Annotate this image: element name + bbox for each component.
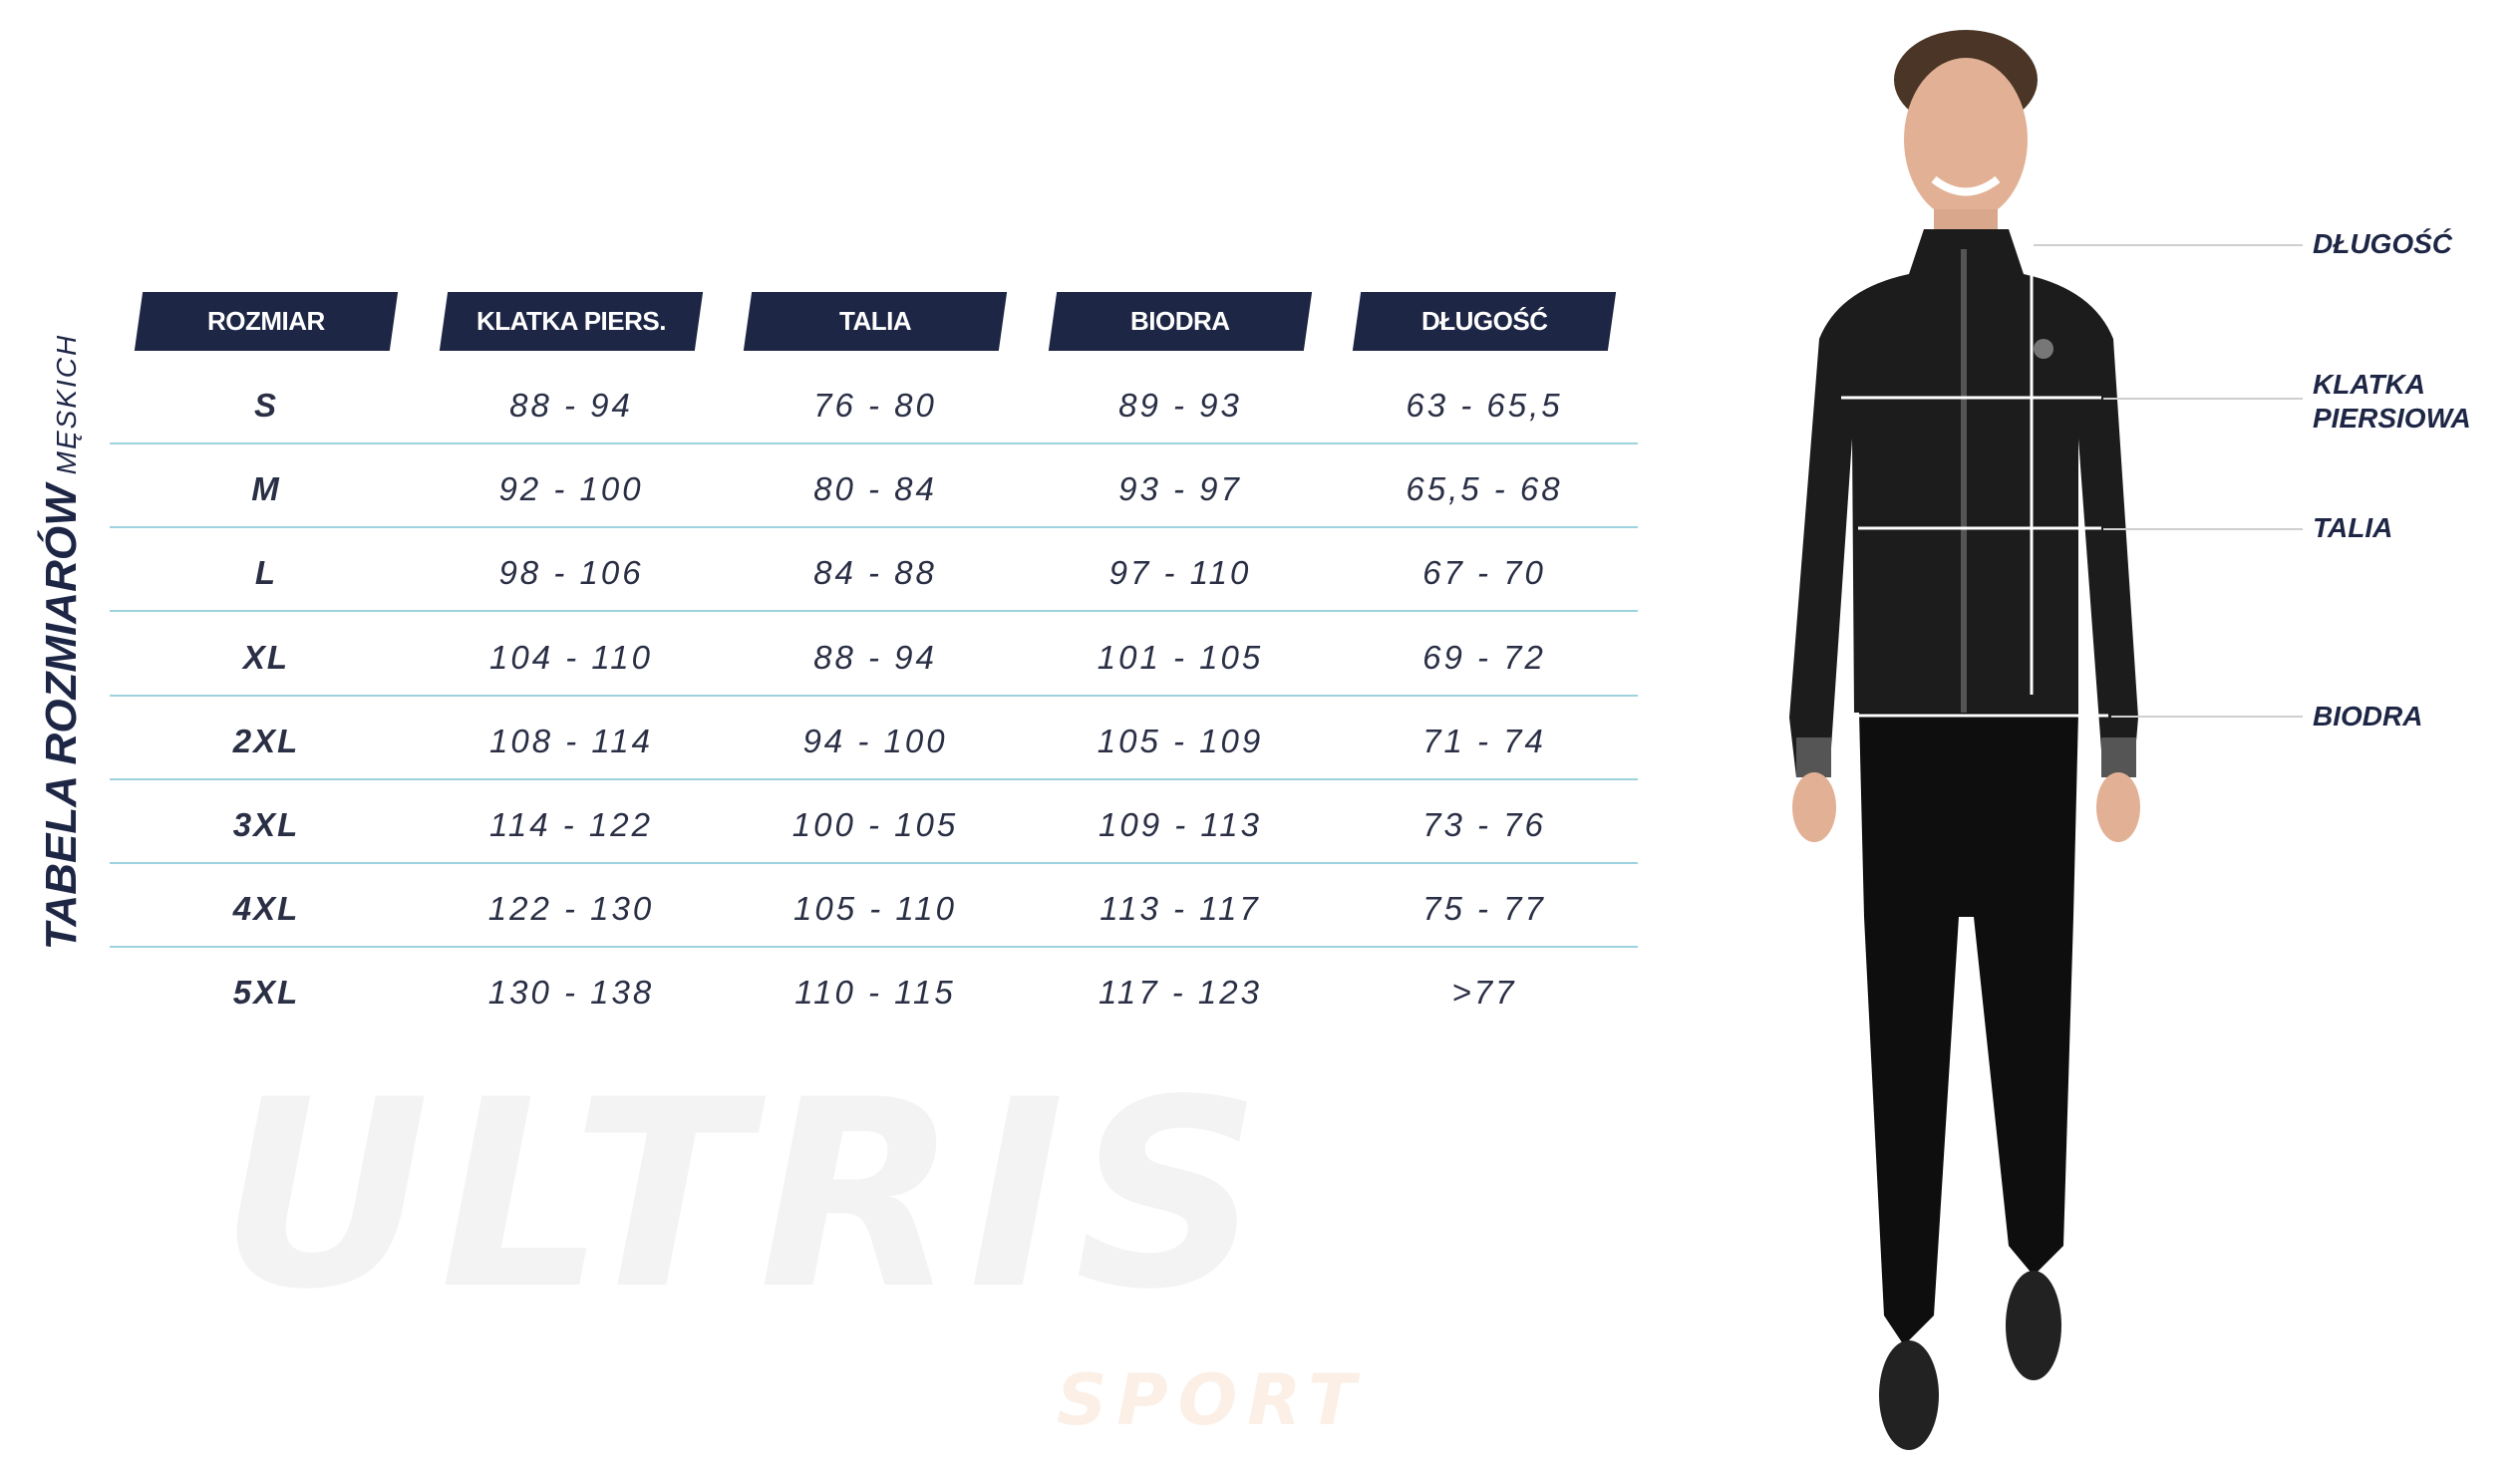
- label-chest-line1: KLATKA: [2313, 369, 2426, 400]
- smile: [1931, 175, 2001, 196]
- row-divider: [110, 526, 1638, 529]
- size-cell: 3XL: [232, 806, 300, 843]
- title-main: TABELA ROZMIARÓW: [37, 484, 86, 951]
- cuff-left: [1796, 737, 1831, 777]
- measure-cell: 105 - 109: [1097, 722, 1264, 759]
- hips-line: [2111, 716, 2303, 718]
- hand-right: [2096, 772, 2140, 842]
- face: [1904, 58, 2028, 221]
- size-cell: L: [254, 554, 278, 592]
- column-header: KLATKA PIERS.: [439, 292, 704, 351]
- measure-cell: 80 - 84: [813, 470, 937, 508]
- column-header: DŁUGOŚĆ: [1352, 292, 1617, 351]
- measure-cell: 84 - 88: [813, 554, 937, 592]
- measure-cell: 71 - 74: [1422, 722, 1546, 759]
- measure-cell: 113 - 117: [1100, 890, 1261, 928]
- measure-cell: 65,5 - 68: [1406, 470, 1563, 508]
- row-divider: [110, 694, 1638, 697]
- zipper: [1961, 249, 1967, 713]
- measure-cell: 110 - 115: [794, 974, 956, 1012]
- row-divider: [110, 442, 1638, 444]
- measure-cell: 92 - 100: [498, 470, 644, 508]
- model-figure: [1789, 30, 2140, 1450]
- measure-cell: >77: [1451, 974, 1517, 1012]
- label-waist: TALIA: [2313, 512, 2393, 543]
- measure-cell: 63 - 65,5: [1406, 387, 1563, 424]
- size-cell: M: [251, 470, 281, 508]
- measure-cell: 73 - 76: [1422, 806, 1546, 843]
- column-header: TALIA: [743, 292, 1008, 351]
- length-line: [2034, 244, 2303, 246]
- size-cell: 4XL: [232, 890, 300, 928]
- shoe-right: [2006, 1271, 2061, 1380]
- measure-cell: 104 - 110: [489, 638, 653, 676]
- row-divider: [110, 946, 1638, 949]
- measure-cell: 122 - 130: [487, 890, 655, 928]
- measure-cell: 89 - 93: [1118, 387, 1242, 424]
- row-divider: [110, 610, 1638, 613]
- watermark-brand: ULTRIS: [219, 1045, 1272, 1346]
- column-header-label: DŁUGOŚĆ: [1420, 306, 1548, 336]
- column-header: ROZMIAR: [134, 292, 399, 351]
- measure-cell: 97 - 110: [1108, 554, 1252, 592]
- title-sub: MĘSKICH: [51, 333, 82, 475]
- column-header-label: ROZMIAR: [207, 306, 325, 336]
- measure-cell: 93 - 97: [1118, 470, 1242, 508]
- measure-cell: 67 - 70: [1422, 554, 1546, 592]
- label-hips: BIODRA: [2313, 701, 2423, 732]
- measure-cell: 75 - 77: [1422, 890, 1546, 928]
- column-header-label: BIODRA: [1130, 306, 1230, 336]
- measure-cell: 114 - 122: [489, 806, 653, 843]
- size-cell: XL: [242, 638, 290, 676]
- cuff-right: [2101, 737, 2136, 777]
- watermark-sub: SPORT: [1057, 1359, 1366, 1441]
- measure-cell: 130 - 138: [487, 974, 655, 1012]
- chest-line: [2103, 398, 2303, 400]
- size-cell: S: [253, 387, 278, 424]
- column-header-label: TALIA: [838, 306, 912, 336]
- column-header: BIODRA: [1048, 292, 1313, 351]
- column-header-label: KLATKA PIERS.: [476, 306, 666, 336]
- page-title: TABELA ROZMIARÓW MĘSKICH: [37, 334, 87, 950]
- label-chest: KLATKA PIERSIOWA: [2313, 368, 2471, 436]
- measure-cell: 76 - 80: [813, 387, 937, 424]
- measure-cell: 100 - 105: [791, 806, 959, 843]
- label-length: DŁUGOŚĆ: [2313, 228, 2452, 259]
- tights: [1859, 713, 2078, 1345]
- row-divider: [110, 862, 1638, 864]
- measure-cell: 88 - 94: [509, 387, 633, 424]
- brand-logo-icon: [2034, 339, 2053, 359]
- size-cell: 5XL: [232, 974, 300, 1012]
- measure-cell: 98 - 106: [498, 554, 644, 592]
- hand-left: [1792, 772, 1836, 842]
- waist-line: [2103, 528, 2303, 530]
- measure-cell: 105 - 110: [793, 890, 957, 928]
- measure-cell: 117 - 123: [1099, 974, 1262, 1012]
- measure-cell: 108 - 114: [489, 722, 653, 759]
- measure-cell: 109 - 113: [1099, 806, 1262, 843]
- row-divider: [110, 777, 1638, 780]
- measure-cell: 88 - 94: [813, 638, 937, 676]
- measure-cell: 101 - 105: [1097, 638, 1264, 676]
- measure-cell: 94 - 100: [802, 722, 948, 759]
- size-cell: 2XL: [232, 722, 300, 759]
- shoe-left: [1879, 1340, 1939, 1450]
- measure-cell: 69 - 72: [1422, 638, 1546, 676]
- label-chest-line2: PIERSIOWA: [2313, 403, 2471, 434]
